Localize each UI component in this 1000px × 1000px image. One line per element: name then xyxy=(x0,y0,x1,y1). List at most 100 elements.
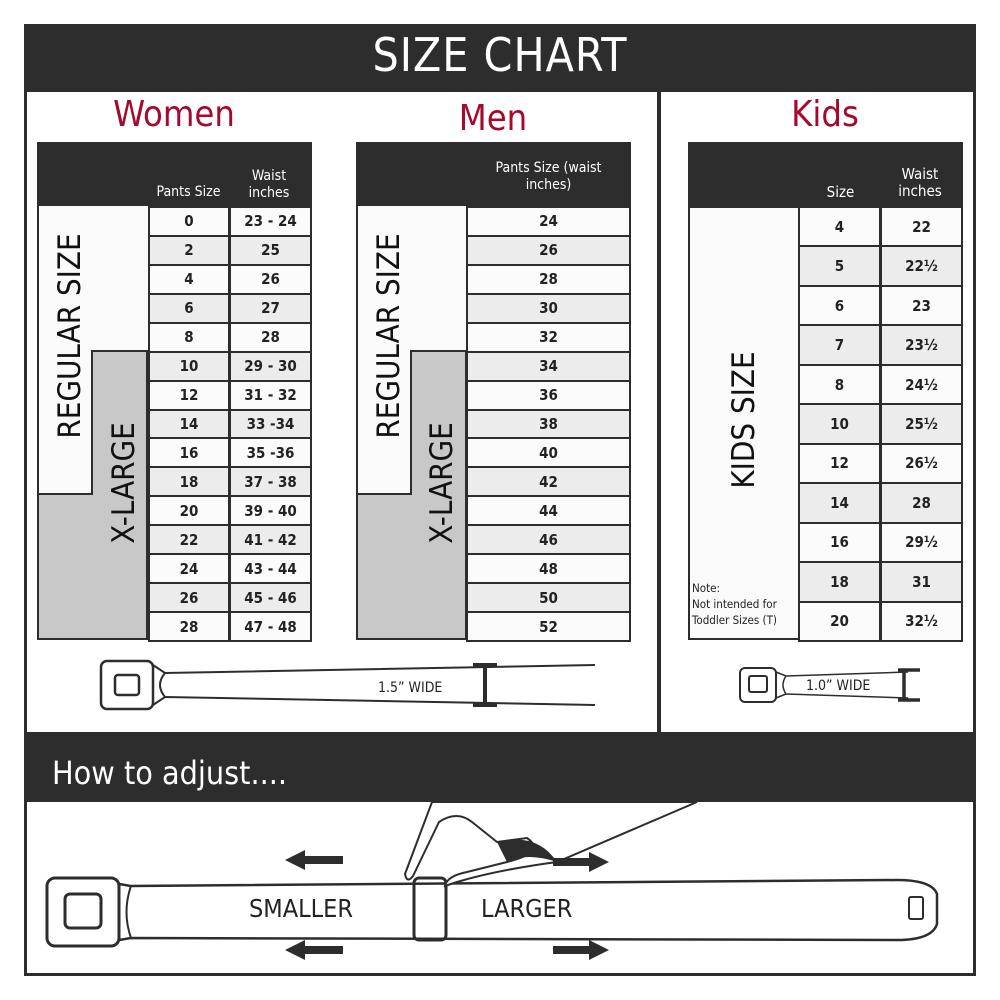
kids-size-cell: 18 xyxy=(798,561,881,603)
note-title: Note: xyxy=(692,581,720,595)
men-xlarge-label: X-LARGE xyxy=(424,422,460,544)
kids-note: Note: Not intended for Toddler Sizes (T) xyxy=(692,580,796,628)
men-regular-block-left xyxy=(356,206,412,495)
women-waist-cell: 31 - 32 xyxy=(229,379,312,411)
how-to-adjust-title: How to adjust.... xyxy=(52,754,287,792)
kids-size-cell: 12 xyxy=(798,442,881,485)
kids-size-cell: 5 xyxy=(798,245,881,287)
kids-waist-cell: 24½ xyxy=(880,363,963,406)
men-pants-size-cell: 38 xyxy=(466,408,631,440)
men-pants-size-cell: 44 xyxy=(466,495,631,527)
kids-size-cell: 8 xyxy=(798,363,881,406)
women-waist-cell: 45 - 46 xyxy=(229,582,312,614)
women-pants-size-cell: 26 xyxy=(148,582,230,614)
women-waist-cell: 29 - 30 xyxy=(229,350,312,382)
women-pants-size-cell: 18 xyxy=(148,466,230,498)
women-title: Women xyxy=(113,94,235,135)
women-pants-size-cell: 6 xyxy=(148,292,230,324)
women-belt-illustration xyxy=(99,659,596,711)
kids-size-cell: 10 xyxy=(798,403,881,445)
kids-waist-cell: 25½ xyxy=(880,403,963,445)
kids-waist-cell: 22½ xyxy=(880,245,963,287)
kids-waist-cell: 23½ xyxy=(880,324,963,366)
arrow-left-icon xyxy=(285,940,343,960)
women-xlarge-label: X-LARGE xyxy=(106,422,142,544)
women-waist-cell: 47 - 48 xyxy=(229,611,312,642)
adjust-illustration xyxy=(45,802,939,960)
women-pants-size-cell: 16 xyxy=(148,437,230,469)
women-belt-width: 1.5” WIDE xyxy=(378,680,443,696)
note-text: Not intended for Toddler Sizes (T) xyxy=(692,597,777,627)
women-pants-size-cell: 10 xyxy=(148,350,230,382)
men-pants-size-cell: 50 xyxy=(466,582,631,614)
kids-waist-cell: 22 xyxy=(880,206,963,248)
page-title: SIZE CHART xyxy=(372,28,628,82)
women-table-header: Pants Size Waist inches xyxy=(37,142,312,208)
women-pants-size-cell: 2 xyxy=(148,234,230,266)
women-col-waist: Waist inches xyxy=(248,168,290,201)
women-regular-label: REGULAR SIZE xyxy=(52,233,88,439)
men-pants-size-cell: 30 xyxy=(466,292,631,324)
belt-icon xyxy=(45,876,939,948)
men-pants-size-cell: 46 xyxy=(466,524,631,556)
women-pants-size-cell: 24 xyxy=(148,553,230,585)
women-waist-cell: 39 - 40 xyxy=(229,495,312,527)
kids-size-cell: 16 xyxy=(798,521,881,564)
kids-waist-cell: 28 xyxy=(880,482,963,524)
kids-col-size: Size xyxy=(826,183,855,201)
men-pants-size-cell: 32 xyxy=(466,321,631,353)
kids-waist-cell: 31 xyxy=(880,561,963,603)
kids-waist-cell: 32½ xyxy=(880,600,963,642)
men-pants-size-cell: 36 xyxy=(466,379,631,411)
women-waist-cell: 25 xyxy=(229,234,312,266)
kids-size-cell: 6 xyxy=(798,284,881,327)
men-pants-size-cell: 48 xyxy=(466,553,631,585)
women-pants-size-cell: 12 xyxy=(148,379,230,411)
women-pants-size-cell: 20 xyxy=(148,495,230,527)
women-pants-size-cell: 28 xyxy=(148,611,230,642)
men-pants-size-cell: 52 xyxy=(466,611,631,642)
kids-waist-cell: 26½ xyxy=(880,442,963,485)
women-waist-cell: 28 xyxy=(229,321,312,353)
women-pants-size-cell: 4 xyxy=(148,263,230,295)
smaller-label: SMALLER xyxy=(249,894,353,923)
men-pants-size-cell: 34 xyxy=(466,350,631,382)
kids-size-cell: 14 xyxy=(798,482,881,524)
men-table-header: Pants Size (waist inches) xyxy=(356,142,631,208)
divider xyxy=(657,92,661,732)
women-waist-cell: 41 - 42 xyxy=(229,524,312,556)
kids-belt-illustration xyxy=(739,667,920,703)
men-col-pants-size: Pants Size (waist inches) xyxy=(495,160,602,193)
kids-size-cell: 20 xyxy=(798,600,881,642)
arrow-right-icon xyxy=(553,940,609,960)
kids-size-label: KIDS SIZE xyxy=(726,351,762,489)
women-waist-cell: 27 xyxy=(229,292,312,324)
kids-size-cell: 7 xyxy=(798,324,881,366)
divider xyxy=(410,350,412,495)
men-pants-size-cell: 26 xyxy=(466,234,631,266)
women-pants-size-cell: 0 xyxy=(148,206,230,237)
women-pants-size-cell: 22 xyxy=(148,524,230,556)
men-pants-size-cell: 40 xyxy=(466,437,631,469)
arrow-right-icon xyxy=(553,852,609,872)
arrow-left-icon xyxy=(285,850,343,870)
kids-waist-cell: 23 xyxy=(880,284,963,327)
men-pants-size-cell: 42 xyxy=(466,466,631,498)
divider xyxy=(91,350,148,352)
women-regular-block-left xyxy=(37,206,93,495)
women-pants-size-cell: 14 xyxy=(148,408,230,440)
women-waist-cell: 23 - 24 xyxy=(229,206,312,237)
men-regular-label: REGULAR SIZE xyxy=(371,233,407,439)
kids-title: Kids xyxy=(791,94,859,135)
women-pants-size-cell: 8 xyxy=(148,321,230,353)
women-waist-cell: 35 -36 xyxy=(229,437,312,469)
divider xyxy=(91,350,93,495)
larger-label: LARGER xyxy=(481,894,573,923)
kids-waist-cell: 29½ xyxy=(880,521,963,564)
kids-table-header: Size Waist inches xyxy=(688,142,963,208)
men-pants-size-cell: 28 xyxy=(466,263,631,295)
women-waist-cell: 37 - 38 xyxy=(229,466,312,498)
women-col-pants-size: Pants Size xyxy=(156,184,221,200)
kids-belt-width: 1.0” WIDE xyxy=(806,678,871,694)
hand-icon xyxy=(403,802,698,888)
